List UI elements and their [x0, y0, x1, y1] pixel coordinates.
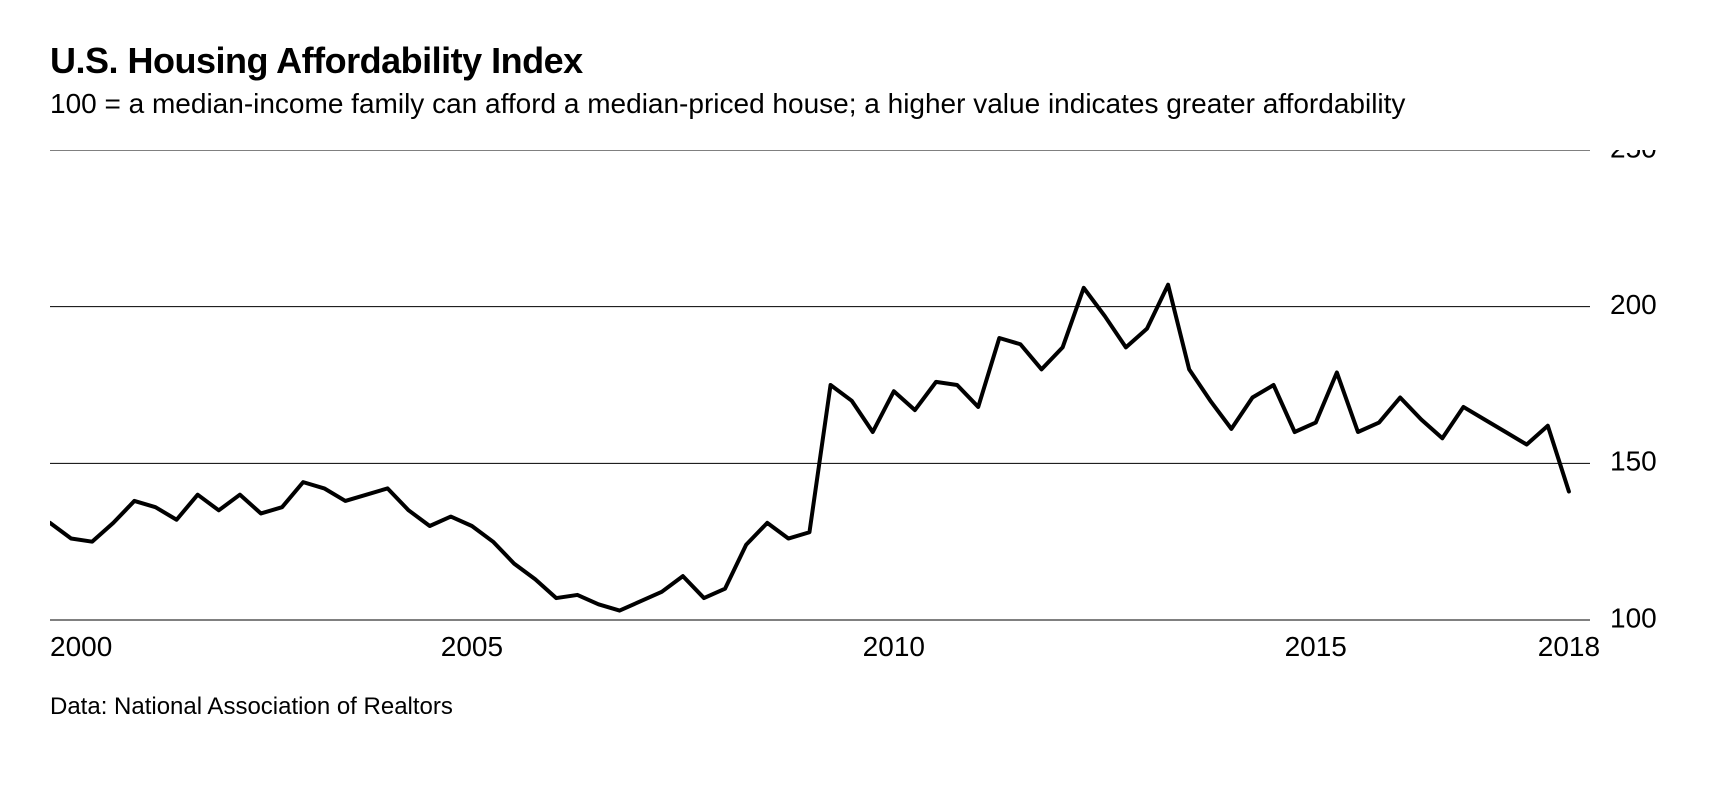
chart-plot-area: 100 150 200 250 2000 2005 2010 2015 2018 — [50, 150, 1666, 675]
y-axis-tick-label: 250 — [1610, 150, 1657, 163]
x-axis-tick-label: 2000 — [50, 631, 112, 662]
x-axis-tick-label: 2010 — [863, 631, 925, 662]
y-axis-tick-label: 150 — [1610, 446, 1657, 477]
x-axis-tick-label: 2015 — [1285, 631, 1347, 662]
chart-container: U.S. Housing Affordability Index 100 = a… — [0, 0, 1716, 788]
y-axis-tick-label: 200 — [1610, 289, 1657, 320]
series-line-affordability — [50, 285, 1569, 611]
line-chart-svg: 100 150 200 250 2000 2005 2010 2015 2018 — [50, 150, 1670, 670]
chart-source: Data: National Association of Realtors — [50, 693, 1666, 721]
x-axis-tick-label: 2018 — [1538, 631, 1600, 662]
y-axis-tick-label: 100 — [1610, 602, 1657, 633]
chart-title: U.S. Housing Affordability Index — [50, 40, 1666, 82]
x-axis-tick-label: 2005 — [441, 631, 503, 662]
chart-subtitle: 100 = a median-income family can afford … — [50, 88, 1666, 120]
